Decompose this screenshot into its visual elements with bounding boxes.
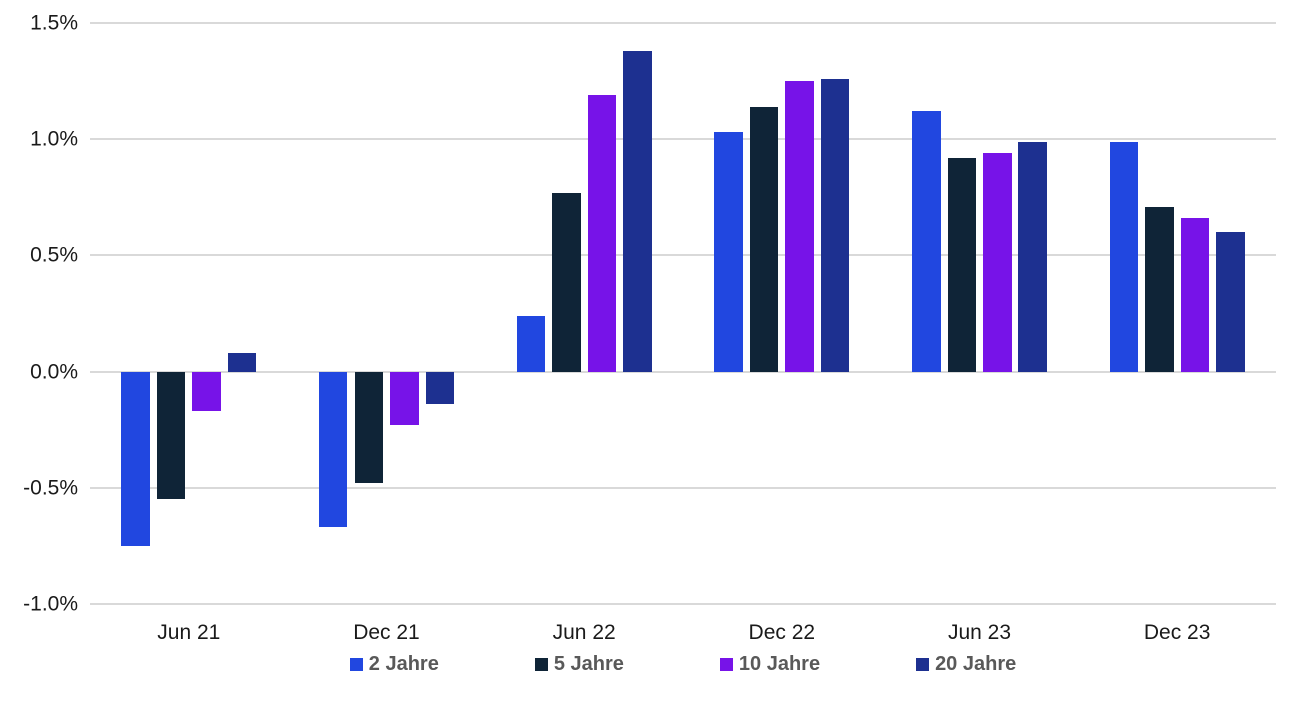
y-tick-label: 0.0% — [30, 360, 78, 384]
x-tick-label: Jun 23 — [947, 621, 1012, 644]
bar-10-jahre-jun-23 — [983, 153, 1012, 372]
legend-item-10-jahre: 10 Jahre — [719, 653, 821, 676]
gridline — [90, 603, 1276, 605]
bar-2-jahre-jun-21 — [121, 371, 150, 546]
x-tick-label: Dec 22 — [748, 621, 816, 644]
y-tick-label: 1.5% — [30, 11, 78, 35]
legend-label: 10 Jahre — [738, 653, 821, 675]
y-tick-label: -0.5% — [23, 476, 78, 500]
bar-2-jahre-dec-22 — [714, 132, 743, 372]
y-tick-label: 0.5% — [30, 243, 78, 267]
gridline — [90, 138, 1276, 141]
x-tick-label: Dec 21 — [353, 621, 420, 644]
legend-label: 2 Jahre — [368, 653, 439, 675]
bar-5-jahre-dec-23 — [1145, 206, 1174, 372]
legend-label: 20 Jahre — [935, 653, 1017, 675]
chart-legend: 2 Jahre 5 Jahre 10 Jahre 20 Jahre — [90, 653, 1276, 676]
x-tick-label: Jun 22 — [552, 621, 616, 644]
x-tick-label: Dec 23 — [1143, 621, 1211, 644]
bar-2-jahre-dec-23 — [1109, 141, 1139, 372]
gridline — [90, 254, 1276, 257]
bar-20-jahre-jun-22 — [623, 50, 652, 372]
bar-10-jahre-jun-22 — [587, 95, 617, 372]
legend-item-2-jahre: 2 Jahre — [349, 653, 439, 676]
legend-item-5-jahre: 5 Jahre — [534, 653, 624, 676]
bar-10-jahre-dec-21 — [390, 371, 419, 426]
bar-2-jahre-jun-22 — [516, 315, 546, 372]
legend-label: 5 Jahre — [553, 653, 624, 675]
bar-5-jahre-dec-21 — [354, 371, 383, 484]
bar-2-jahre-jun-23 — [912, 111, 941, 372]
legend-swatch-icon — [534, 658, 548, 671]
plot-area — [90, 22, 1276, 605]
bar-20-jahre-dec-23 — [1216, 232, 1245, 372]
bar-20-jahre-dec-21 — [425, 371, 454, 405]
y-tick-label: -1.0% — [23, 592, 78, 616]
bar-5-jahre-jun-21 — [156, 371, 186, 500]
y-tick-label: 1.0% — [30, 127, 78, 151]
legend-item-20-jahre: 20 Jahre — [916, 653, 1016, 676]
bar-20-jahre-jun-21 — [227, 353, 257, 372]
bar-20-jahre-jun-23 — [1018, 141, 1047, 372]
bar-5-jahre-dec-22 — [749, 106, 779, 372]
bar-10-jahre-dec-22 — [785, 81, 814, 372]
bar-10-jahre-jun-21 — [192, 371, 221, 412]
bar-5-jahre-jun-22 — [552, 192, 581, 372]
bar-20-jahre-dec-22 — [820, 78, 850, 372]
legend-swatch-icon — [719, 658, 733, 671]
bar-5-jahre-jun-23 — [947, 157, 976, 372]
gridline — [90, 486, 1276, 489]
bar-10-jahre-dec-23 — [1180, 218, 1210, 372]
x-tick-label: Jun 21 — [157, 621, 221, 644]
gridline — [90, 22, 1276, 24]
legend-swatch-icon — [916, 658, 930, 671]
legend-swatch-icon — [349, 658, 363, 671]
gridline — [90, 370, 1276, 373]
bar-2-jahre-dec-21 — [318, 371, 348, 528]
